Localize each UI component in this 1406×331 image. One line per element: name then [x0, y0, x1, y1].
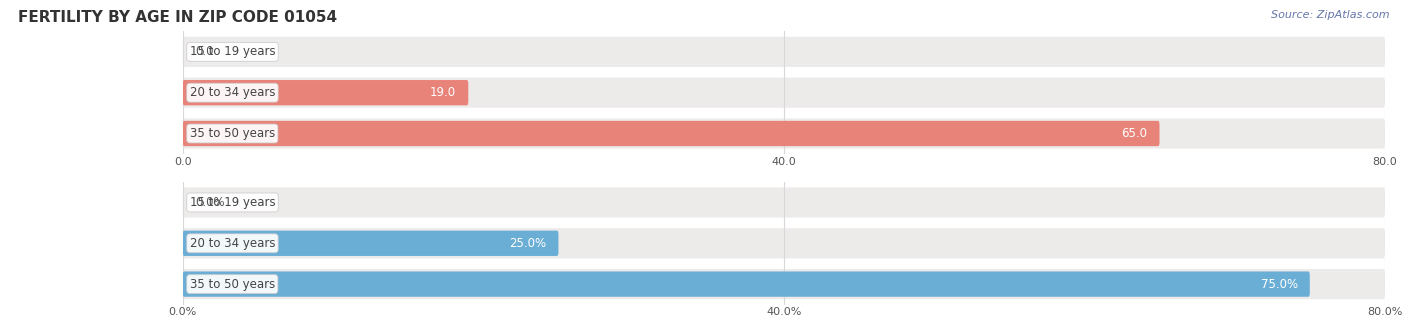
FancyBboxPatch shape: [183, 80, 468, 105]
Text: 19.0: 19.0: [430, 86, 457, 99]
FancyBboxPatch shape: [183, 187, 1385, 217]
Text: 20 to 34 years: 20 to 34 years: [190, 86, 276, 99]
FancyBboxPatch shape: [183, 231, 558, 256]
FancyBboxPatch shape: [183, 118, 1385, 149]
FancyBboxPatch shape: [183, 37, 1385, 67]
Text: 15 to 19 years: 15 to 19 years: [190, 196, 276, 209]
Text: 65.0: 65.0: [1122, 127, 1147, 140]
FancyBboxPatch shape: [183, 121, 1160, 146]
Text: Source: ZipAtlas.com: Source: ZipAtlas.com: [1271, 10, 1389, 20]
FancyBboxPatch shape: [183, 269, 1385, 299]
Text: 0.0: 0.0: [195, 45, 214, 58]
Text: 15 to 19 years: 15 to 19 years: [190, 45, 276, 58]
FancyBboxPatch shape: [183, 77, 1385, 108]
Text: 20 to 34 years: 20 to 34 years: [190, 237, 276, 250]
Text: 35 to 50 years: 35 to 50 years: [190, 278, 276, 291]
FancyBboxPatch shape: [183, 271, 1310, 297]
Text: 75.0%: 75.0%: [1261, 278, 1298, 291]
Text: 0.0%: 0.0%: [195, 196, 225, 209]
Text: 25.0%: 25.0%: [509, 237, 547, 250]
Text: FERTILITY BY AGE IN ZIP CODE 01054: FERTILITY BY AGE IN ZIP CODE 01054: [18, 10, 337, 25]
Text: 35 to 50 years: 35 to 50 years: [190, 127, 276, 140]
FancyBboxPatch shape: [183, 228, 1385, 259]
